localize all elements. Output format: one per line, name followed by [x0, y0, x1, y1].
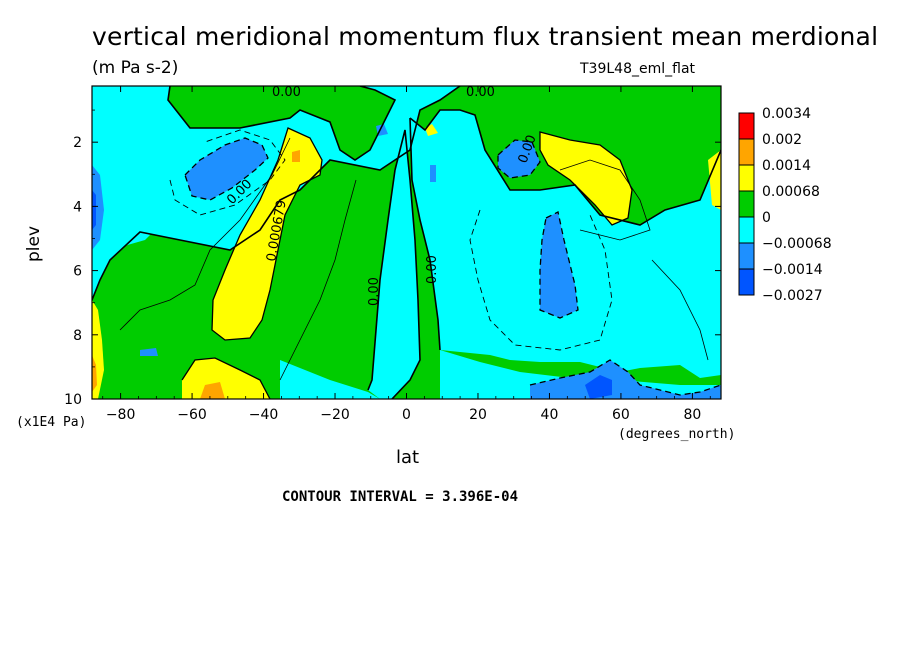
colorbar-label: 0	[762, 210, 771, 226]
x-tick-label: 20	[469, 407, 487, 423]
field-blue-left-edge	[92, 165, 104, 250]
x-tick-label: −60	[177, 407, 207, 423]
field-cyan-bottom-right	[440, 350, 721, 399]
x-axis-label: lat	[396, 447, 420, 468]
x-tick-label: 80	[683, 407, 701, 423]
x-axis-units: (degrees_north)	[618, 427, 736, 442]
colorbar-label: −0.00068	[762, 236, 832, 252]
field-orange-sh-bottom	[200, 382, 225, 399]
contour-field	[92, 86, 721, 399]
colorbar-label: 0.0014	[762, 158, 811, 174]
x-axis: −80 −60 −40 −20 0 20 40 60 80	[102, 86, 711, 423]
x-tick-label: −40	[249, 407, 279, 423]
contour-label: 0.00	[466, 85, 495, 100]
field-cyan-bottom-left	[280, 360, 380, 399]
colorbar-label: 0.002	[762, 132, 802, 148]
y-tick-label: 10	[64, 392, 82, 408]
field-darkblue-left	[92, 190, 96, 230]
y-tick-label: 8	[73, 328, 82, 344]
colorbar-swatch	[738, 164, 755, 192]
colorbar-swatch	[738, 242, 755, 270]
y-tick-label: 6	[73, 264, 82, 280]
x-tick-label: −20	[320, 407, 350, 423]
contour-interval-note: CONTOUR INTERVAL = 3.396E-04	[282, 489, 519, 505]
field-blue-nh-mid	[540, 212, 578, 318]
thin-contours	[119, 137, 709, 381]
negative-contours	[169, 129, 721, 396]
field-blue-nh-bottom	[530, 360, 721, 399]
chart-title: vertical meridional momentum flux transi…	[92, 22, 879, 51]
run-name: T39L48_eml_flat	[580, 61, 696, 77]
y-tick-label: 4	[73, 199, 82, 215]
x-tick-label: 0	[402, 407, 411, 423]
field-cyan-equator-column	[368, 130, 420, 399]
colorbar-label: −0.0027	[762, 288, 823, 304]
field-yellow-sh-jet	[212, 128, 322, 340]
contour-label: 0.00	[367, 277, 382, 306]
colorbar-swatch	[738, 216, 755, 244]
field-yellow-nh-jet	[540, 132, 632, 225]
field-darkblue-nh-bottom	[585, 375, 612, 399]
field-yellow-right-edge	[708, 150, 721, 210]
contour-label: 0.00	[425, 255, 440, 284]
y-axis: 2 4 6 8 10	[64, 109, 721, 408]
field-orange-left-edge	[92, 355, 97, 392]
colorbar-label: −0.0014	[762, 262, 823, 278]
colorbar-swatch	[738, 112, 755, 140]
contour-label: 0.00	[272, 85, 301, 100]
colorbar-label: 0.00068	[762, 184, 820, 200]
colorbar-swatch	[738, 268, 755, 296]
field-blue-nh-upper	[498, 140, 540, 178]
x-tick-label: 40	[541, 407, 559, 423]
chart-units: (m Pa s-2)	[92, 58, 179, 78]
colorbar-swatch	[738, 138, 755, 166]
colorbar-label: 0.0034	[762, 106, 811, 122]
field-cyan-sh-left	[92, 140, 160, 255]
x-tick-label: 60	[612, 407, 630, 423]
field-blue-small-2	[430, 165, 436, 182]
y-axis-label: plev	[24, 225, 44, 262]
field-orange-sh-jet-core	[292, 150, 300, 162]
field-blue-sh-upper	[185, 138, 268, 200]
colorbar-swatch	[738, 190, 755, 218]
x-tick-label: −80	[106, 407, 136, 423]
zero-contours	[92, 86, 721, 399]
y-tick-label: 2	[73, 135, 82, 151]
y-axis-units: (x1E4 Pa)	[16, 415, 87, 430]
field-blue-small-3	[140, 348, 158, 356]
colorbar: 0.0034 0.002 0.0014 0.00068 0 −0.00068 −0.0014…	[738, 106, 832, 304]
